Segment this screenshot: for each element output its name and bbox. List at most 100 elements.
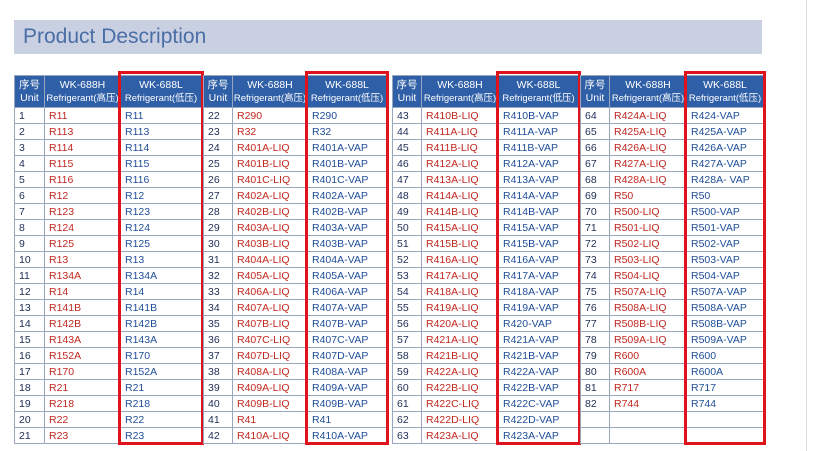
high-pressure-cell: R32 xyxy=(232,123,308,140)
unit-cell: 30 xyxy=(203,235,233,252)
table-row: 20 R22 R22 xyxy=(14,411,202,428)
column-header: 序号 Unit xyxy=(203,75,233,108)
low-pressure-cell: R113 xyxy=(120,123,202,140)
low-pressure-cell: R419A-VAP xyxy=(498,299,579,316)
header-line: Unit xyxy=(397,91,417,104)
header-line: 序号 xyxy=(207,78,229,91)
high-pressure-cell: R114 xyxy=(44,139,121,156)
high-pressure-cell: R600A xyxy=(609,363,687,380)
table-row: 28 R402B-LIQ R402B-VAP xyxy=(203,203,387,220)
unit-cell: 53 xyxy=(392,267,422,284)
high-pressure-cell: R410B-LIQ xyxy=(421,107,499,124)
unit-cell: 23 xyxy=(203,123,233,140)
low-pressure-cell: R407C-VAP xyxy=(307,331,387,348)
unit-cell: 51 xyxy=(392,235,422,252)
high-pressure-cell: R407D-LIQ xyxy=(232,347,308,364)
header-line: Unit xyxy=(208,91,228,104)
column-header: 序号 Unit xyxy=(580,75,610,108)
unit-cell: 6 xyxy=(14,187,45,204)
unit-cell: 14 xyxy=(14,315,45,332)
column-header: 序号 Unit xyxy=(14,75,45,108)
table-row: 14 R142B R142B xyxy=(14,315,202,332)
header-line: WK-688H xyxy=(247,78,293,91)
high-pressure-cell: R123 xyxy=(44,203,121,220)
table-row: 80 R600A R600A xyxy=(580,363,764,380)
table-row: 32 R405A-LIQ R405A-VAP xyxy=(203,267,387,284)
unit-cell: 17 xyxy=(14,363,45,380)
table-row: 21 R23 R23 xyxy=(14,427,202,444)
column-header: WK-688H Refrigerant(高压) xyxy=(44,75,121,108)
unit-cell: 5 xyxy=(14,171,45,188)
high-pressure-cell: R22 xyxy=(44,411,121,428)
unit-cell: 15 xyxy=(14,331,45,348)
unit-cell: 46 xyxy=(392,155,422,172)
low-pressure-cell: R142B xyxy=(120,315,202,332)
column-header: WK-688L Refrigerant(低压) xyxy=(120,75,202,108)
high-pressure-cell: R401B-LIQ xyxy=(232,155,308,172)
unit-cell: 34 xyxy=(203,299,233,316)
header-row: 序号 Unit WK-688H Refrigerant(高压) WK-688L Refri… xyxy=(580,75,764,108)
high-pressure-cell: R422D-LIQ xyxy=(421,411,499,428)
unit-cell: 66 xyxy=(580,139,610,156)
unit-cell: 69 xyxy=(580,187,610,204)
unit-cell: 68 xyxy=(580,171,610,188)
highlight-box xyxy=(684,71,766,445)
high-pressure-cell: R23 xyxy=(44,427,121,444)
table-row: 53 R417A-LIQ R417A-VAP xyxy=(392,267,579,284)
high-pressure-cell: R290 xyxy=(232,107,308,124)
table-row: 9 R125 R125 xyxy=(14,235,202,252)
table-row: 31 R404A-LIQ R404A-VAP xyxy=(203,251,387,268)
high-pressure-cell: R141B xyxy=(44,299,121,316)
high-pressure-cell: R411A-LIQ xyxy=(421,123,499,140)
table-row: 61 R422C-LIQ R422C-VAP xyxy=(392,395,579,412)
unit-cell: 47 xyxy=(392,171,422,188)
low-pressure-cell: R426A-VAP xyxy=(686,139,764,156)
high-pressure-cell: R405A-LIQ xyxy=(232,267,308,284)
unit-cell: 2 xyxy=(14,123,45,140)
high-pressure-cell: R408A-LIQ xyxy=(232,363,308,380)
low-pressure-cell: R124 xyxy=(120,219,202,236)
header-line: Refrigerant(高压) xyxy=(423,92,497,104)
unit-cell: 63 xyxy=(392,427,422,444)
unit-cell: 61 xyxy=(392,395,422,412)
header-line: Refrigerant(高压) xyxy=(233,92,307,104)
high-pressure-cell: R402B-LIQ xyxy=(232,203,308,220)
unit-cell: 80 xyxy=(580,363,610,380)
header-line: Refrigerant(低压) xyxy=(310,92,384,104)
table-row: 30 R403B-LIQ R403B-VAP xyxy=(203,235,387,252)
low-pressure-cell: R422B-VAP xyxy=(498,379,579,396)
high-pressure-cell: R422A-LIQ xyxy=(421,363,499,380)
high-pressure-cell: R115 xyxy=(44,155,121,172)
table-row: 51 R415B-LIQ R415B-VAP xyxy=(392,235,579,252)
unit-cell: 58 xyxy=(392,347,422,364)
unit-cell: 78 xyxy=(580,331,610,348)
high-pressure-cell: R403A-LIQ xyxy=(232,219,308,236)
high-pressure-cell: R410A-LIQ xyxy=(232,427,308,444)
refrigerant-table: 序号 Unit WK-688H Refrigerant(高压) WK-688L Refri… xyxy=(392,75,579,444)
unit-cell: 37 xyxy=(203,347,233,364)
high-pressure-cell: R427A-LIQ xyxy=(609,155,687,172)
table-row: 81 R717 R717 xyxy=(580,379,764,396)
column-header: 序号 Unit xyxy=(392,75,422,108)
unit-cell: 9 xyxy=(14,235,45,252)
high-pressure-cell: R50 xyxy=(609,187,687,204)
low-pressure-cell: R417A-VAP xyxy=(498,267,579,284)
high-pressure-cell: R406A-LIQ xyxy=(232,283,308,300)
unit-cell: 82 xyxy=(580,395,610,412)
high-pressure-cell: R509A-LIQ xyxy=(609,331,687,348)
unit-cell: 7 xyxy=(14,203,45,220)
high-pressure-cell: R415A-LIQ xyxy=(421,219,499,236)
table-row: 6 R12 R12 xyxy=(14,187,202,204)
table-row: 54 R418A-LIQ R418A-VAP xyxy=(392,283,579,300)
unit-cell: 11 xyxy=(14,267,45,284)
unit-cell: 60 xyxy=(392,379,422,396)
high-pressure-cell: R508A-LIQ xyxy=(609,299,687,316)
high-pressure-cell: R404A-LIQ xyxy=(232,251,308,268)
high-pressure-cell: R401C-LIQ xyxy=(232,171,308,188)
high-pressure-cell: R170 xyxy=(44,363,121,380)
unit-cell: 38 xyxy=(203,363,233,380)
header-line: WK-688H xyxy=(437,78,483,91)
unit-cell: 18 xyxy=(14,379,45,396)
table-row: 3 R114 R114 xyxy=(14,139,202,156)
